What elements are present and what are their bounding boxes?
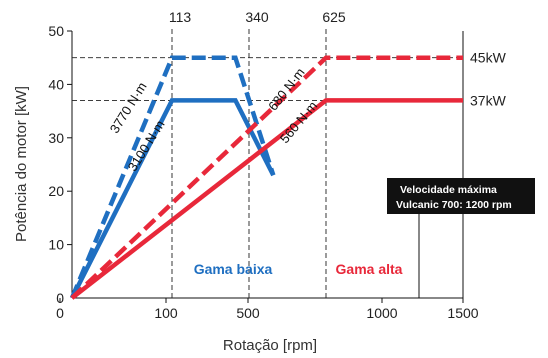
max-speed-info-box [387,178,535,214]
x-tick-label: 100 [154,305,178,321]
top-tick-label: 340 [245,9,269,25]
x-axis-title: Rotação [rpm] [223,337,317,354]
series-low-dashed-line [69,55,276,299]
torque-annotation: 3100 N·m [125,117,168,173]
series-low-solid-line [69,98,276,300]
y-tick-label: 20 [48,183,64,199]
series-high-dashed-line [70,55,463,300]
top-tick-label: 625 [322,9,346,25]
top-tick-label: 113 [169,9,192,25]
range-label-low: Gama baixa [194,261,273,277]
y-axis-title: Potência do motor [kW] [13,86,30,242]
range-label-high: Gama alta [336,261,403,277]
y-tick-label: 10 [48,237,64,253]
y-tick-label: 50 [48,23,64,39]
y-tick-label: 30 [48,130,64,146]
x-tick-label: 1000 [366,305,397,321]
x-tick-label: 1500 [447,305,478,321]
y-tick-label: 40 [48,76,64,92]
info-box-line-2: Vulcanic 700: 1200 rpm [396,199,512,211]
right-power-label: 37kW [470,92,507,108]
x-tick-label: 500 [236,305,260,321]
series-high-solid-line [70,98,463,300]
info-box-line-1: Velocidade máxima [400,184,497,196]
x-tick-label: 0 [56,305,64,321]
right-power-label: 45kW [470,50,507,66]
